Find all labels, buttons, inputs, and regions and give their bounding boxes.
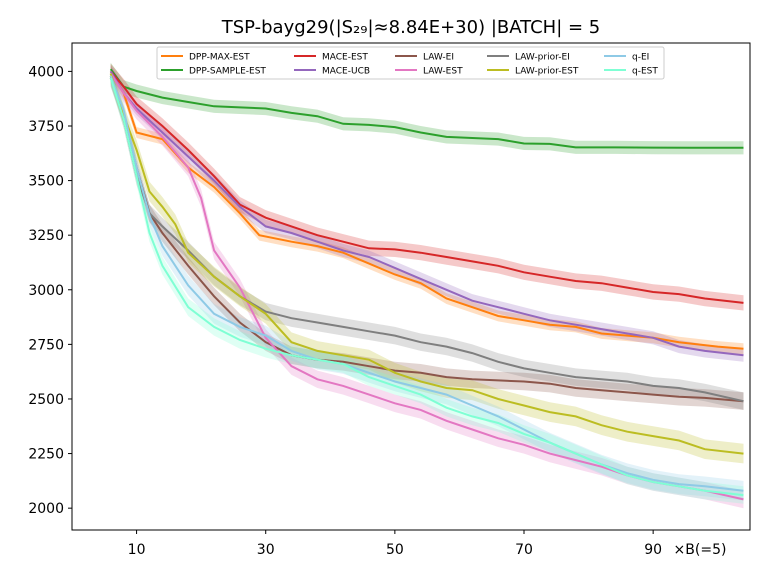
y-axis: 2000 2250 2500 2750 3000 3250 3500 3750 4000: [28, 64, 72, 517]
series-line-q-ei: [109, 75, 744, 492]
legend-label: q-EST: [632, 67, 658, 77]
y-tick-label: 2250: [28, 447, 64, 463]
legend: DPP-MAX-EST DPP-SAMPLE-EST MACE-EST MACE-UC…: [156, 46, 665, 80]
series-band-mace-est: [110, 63, 744, 311]
legend-label: MACE-UCB: [322, 67, 370, 77]
series-band-law-est: [110, 64, 744, 509]
series-band-dpp-sample-est: [110, 62, 744, 155]
chart-title: TSP-bayg29(|S₂₉|≈8.84E+30) |BATCH| = 5: [221, 17, 601, 38]
legend-box: [156, 46, 665, 80]
y-tick-label: 3750: [28, 119, 64, 135]
series-line-law-prior-est: [109, 73, 744, 455]
series-line-mace-ucb: [109, 70, 744, 357]
series-line-law-prior-ei: [109, 75, 744, 403]
series-band-law-ei: [110, 69, 744, 410]
legend-label: q-EI: [632, 53, 649, 63]
y-tick-label: 3500: [28, 174, 64, 190]
y-tick-label: 2750: [28, 337, 64, 353]
x-tick-label: 10: [128, 542, 146, 558]
x-tick-label: 50: [386, 542, 404, 558]
legend-label: LAW-prior-EI: [515, 53, 570, 63]
y-tick-label: 4000: [28, 64, 64, 80]
y-tick-label: 3250: [28, 228, 64, 244]
y-tick-label: 2000: [28, 501, 64, 517]
series-line-dpp-sample-est: [109, 68, 744, 149]
y-tick-label: 3000: [28, 283, 64, 299]
legend-label: MACE-EST: [322, 53, 368, 63]
series-line-mace-est: [109, 70, 744, 304]
x-axis-label: ×B(=5): [674, 542, 727, 558]
legend-label: LAW-EI: [423, 53, 454, 63]
axes-frame: [71, 42, 751, 531]
legend-label: DPP-SAMPLE-EST: [189, 67, 266, 77]
plot-area: [109, 62, 744, 509]
series-line-dpp-max-est: [109, 70, 744, 350]
series-band-law-prior-ei: [110, 67, 744, 410]
legend-label: DPP-MAX-EST: [189, 53, 250, 63]
series-line-q-est: [109, 77, 744, 497]
y-tick-label: 2500: [28, 392, 64, 408]
legend-label: LAW-prior-EST: [515, 67, 579, 77]
x-tick-label: 90: [644, 542, 662, 558]
x-tick-label: 30: [257, 542, 275, 558]
legend-label: LAW-EST: [423, 67, 463, 77]
series-line-law-ei: [109, 77, 744, 403]
x-tick-label: 70: [515, 542, 533, 558]
x-axis: 10 30 50 70 90: [128, 530, 662, 558]
